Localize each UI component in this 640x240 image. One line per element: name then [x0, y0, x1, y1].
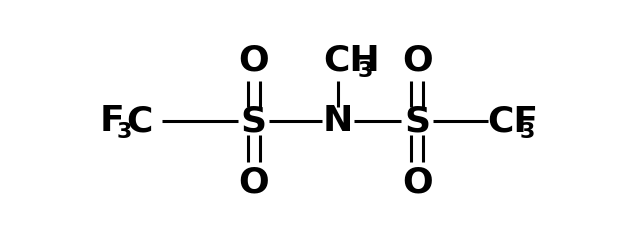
Text: O: O [402, 165, 433, 199]
Text: CF: CF [488, 104, 539, 138]
Text: O: O [238, 43, 269, 77]
Text: 3: 3 [520, 122, 535, 142]
Text: C: C [126, 104, 152, 138]
Text: S: S [404, 104, 430, 138]
Text: 3: 3 [358, 61, 373, 81]
Text: O: O [238, 165, 269, 199]
Text: N: N [323, 104, 353, 138]
Text: S: S [241, 104, 267, 138]
Text: CH: CH [323, 43, 380, 77]
Text: O: O [402, 43, 433, 77]
Text: 3: 3 [116, 122, 132, 142]
Text: F: F [100, 104, 125, 138]
